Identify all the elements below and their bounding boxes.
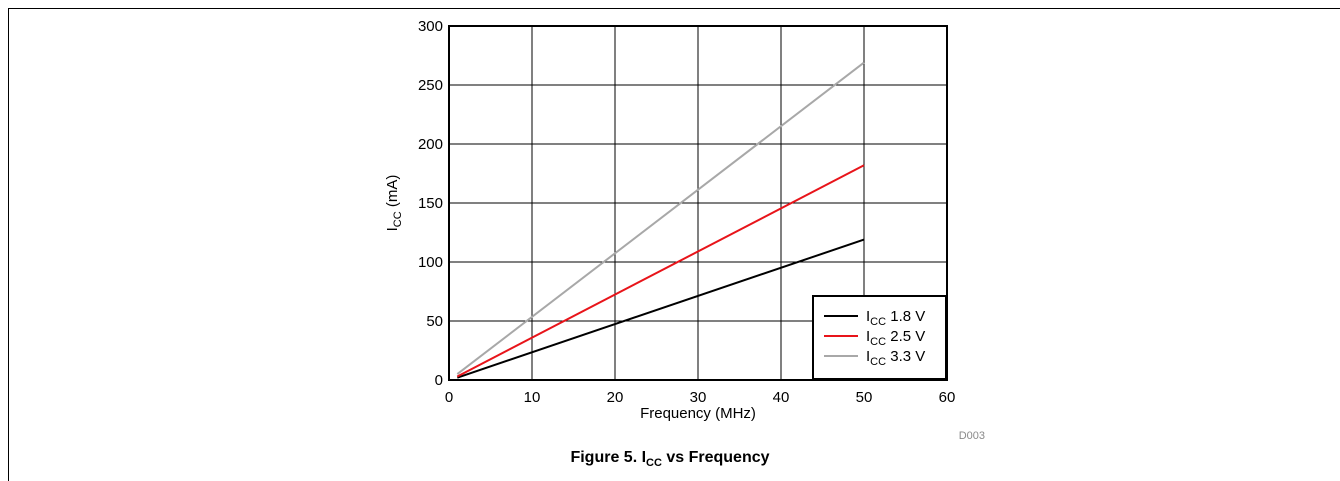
y-tick-label: 200 [418,136,443,153]
frame-top-border [8,8,1340,9]
y-axis-label: ICC (mA) [384,175,404,232]
series-line-1 [456,238,865,379]
figure-caption-main: I [641,449,647,466]
y-tick-label: 300 [418,18,443,35]
figure-code: D003 [959,430,985,442]
figure-caption-label: Figure 5. [570,449,642,466]
series-line-2 [456,164,865,378]
y-tick-label: 50 [426,313,443,330]
y-tick-label: 250 [418,77,443,94]
y-axis-label-sub: CC [392,211,404,227]
x-tick-label: 50 [856,389,873,406]
figure-caption-rest: vs Frequency [661,449,770,466]
figure-caption-sub: CC [646,457,662,470]
legend-label-3: ICC 3.3 V [866,348,925,368]
legend-label-1: ICC 1.8 V [866,308,925,328]
x-tick-labels: 0 10 20 30 40 50 60 [445,389,956,406]
x-tick-label: 60 [939,389,956,406]
legend-label-2: ICC 2.5 V [866,328,925,348]
x-tick-label: 40 [773,389,790,406]
x-tick-label: 10 [524,389,541,406]
x-tick-label: 30 [690,389,707,406]
x-axis-label: Frequency (MHz) [640,405,756,422]
legend-box [812,295,947,380]
y-tick-label: 0 [435,372,443,389]
x-tick-label: 20 [607,389,624,406]
y-axis-label-rest: (mA) [384,175,401,212]
figure-caption: Figure 5. ICC vs Frequency [0,449,1340,469]
y-tick-label: 150 [418,195,443,212]
y-tick-label: 100 [418,254,443,271]
frame-left-border [8,8,9,481]
x-tick-label: 0 [445,389,453,406]
plot-area-border [448,25,948,381]
y-axis-label-main: I [384,227,401,231]
chart-series [456,61,865,379]
series-line-3 [456,61,865,375]
y-tick-labels: 0 50 100 150 200 250 300 [418,18,443,389]
